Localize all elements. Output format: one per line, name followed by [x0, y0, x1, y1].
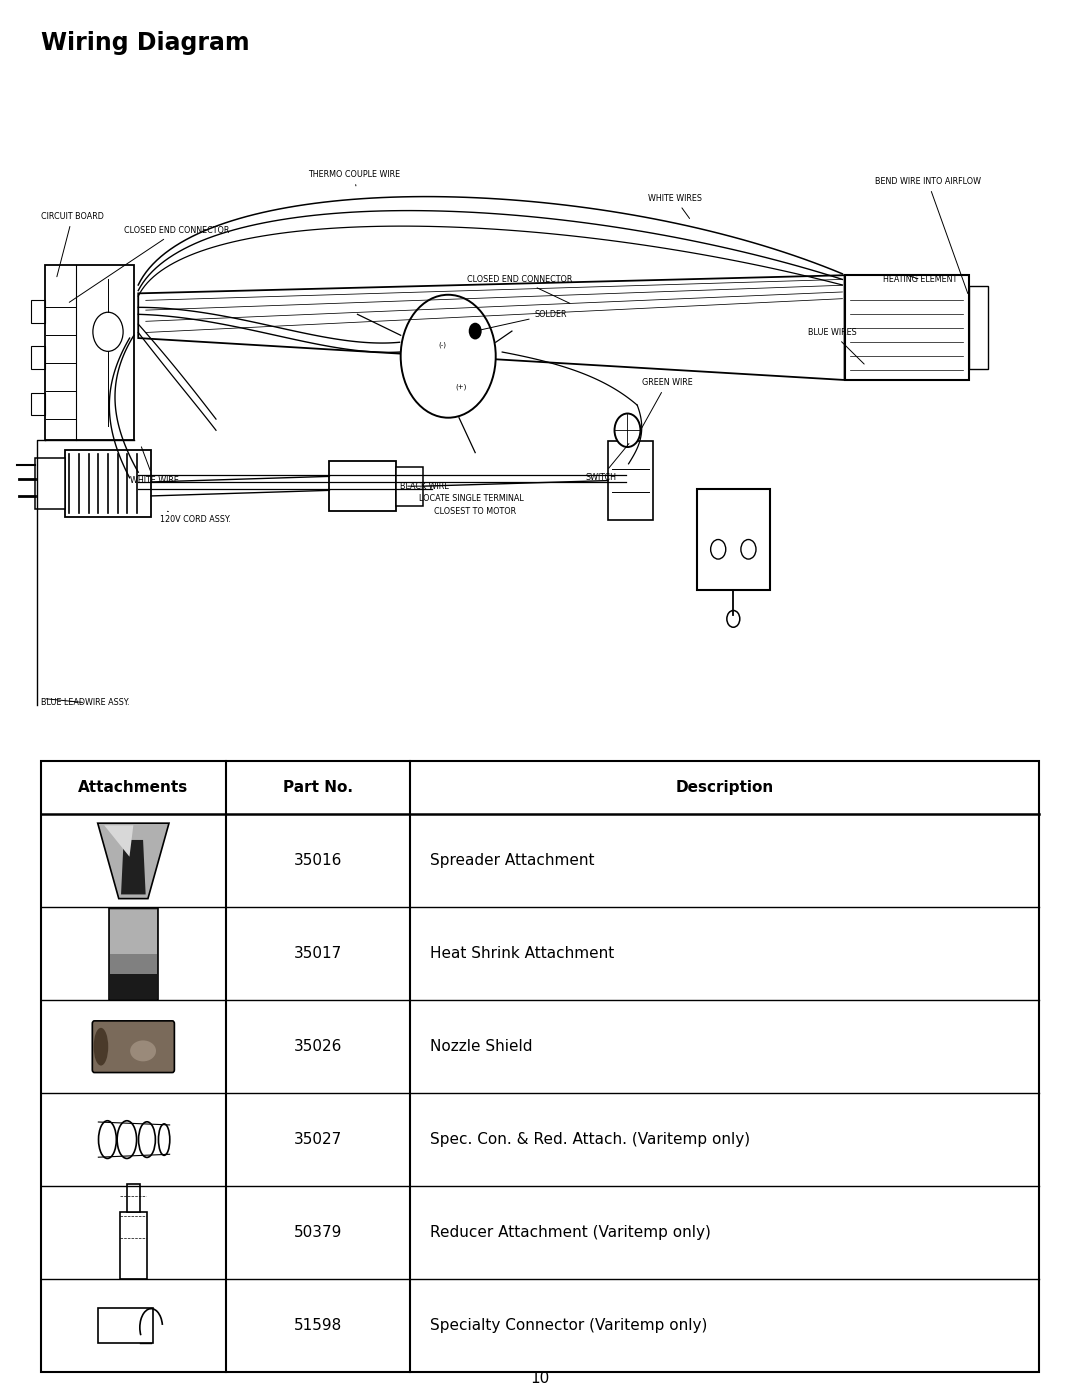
Text: 35017: 35017 — [294, 946, 342, 961]
Bar — [110, 909, 157, 954]
Text: SOLDER: SOLDER — [478, 310, 567, 331]
Ellipse shape — [159, 1123, 170, 1155]
Circle shape — [711, 539, 726, 559]
Polygon shape — [104, 826, 133, 856]
Bar — [396, 467, 423, 506]
Text: CLOSED END CONNECTOR: CLOSED END CONNECTOR — [69, 226, 230, 302]
Ellipse shape — [117, 1120, 136, 1158]
Bar — [31, 346, 45, 369]
Text: HEATING ELEMENT: HEATING ELEMENT — [883, 275, 958, 284]
Bar — [126, 1185, 139, 1211]
Text: 50379: 50379 — [294, 1225, 342, 1241]
Circle shape — [401, 295, 496, 418]
Bar — [97, 1308, 152, 1343]
Text: CLOSEST TO MOTOR: CLOSEST TO MOTOR — [434, 507, 516, 515]
Bar — [65, 450, 151, 517]
Text: BEND WIRE INTO AIRFLOW: BEND WIRE INTO AIRFLOW — [875, 177, 981, 293]
Circle shape — [727, 610, 740, 627]
Bar — [45, 265, 134, 440]
Text: 35027: 35027 — [294, 1132, 342, 1147]
Text: 35026: 35026 — [294, 1039, 342, 1055]
Polygon shape — [97, 823, 168, 898]
Bar — [110, 974, 157, 999]
Bar — [41, 761, 1039, 1372]
Text: BLUE WIRES: BLUE WIRES — [808, 328, 864, 365]
Bar — [845, 275, 969, 380]
Ellipse shape — [138, 1122, 156, 1157]
Ellipse shape — [130, 1041, 156, 1062]
Bar — [608, 441, 653, 520]
Text: Heat Shrink Attachment: Heat Shrink Attachment — [430, 946, 613, 961]
Text: Attachments: Attachments — [78, 781, 189, 795]
Text: (-): (-) — [438, 342, 447, 348]
Circle shape — [469, 323, 482, 339]
Text: Description: Description — [675, 781, 773, 795]
Text: Wiring Diagram: Wiring Diagram — [41, 31, 249, 54]
Ellipse shape — [94, 1028, 108, 1066]
Text: Reducer Attachment (Varitemp only): Reducer Attachment (Varitemp only) — [430, 1225, 711, 1241]
Text: WHITE WIRES: WHITE WIRES — [648, 194, 702, 218]
Text: THERMO COUPLE WIRE: THERMO COUPLE WIRE — [308, 170, 400, 186]
Text: Specialty Connector (Varitemp only): Specialty Connector (Varitemp only) — [430, 1317, 707, 1333]
Circle shape — [615, 414, 640, 447]
Text: 51598: 51598 — [294, 1317, 342, 1333]
Bar — [697, 489, 770, 590]
Text: Spec. Con. & Red. Attach. (Varitemp only): Spec. Con. & Red. Attach. (Varitemp only… — [430, 1132, 750, 1147]
Bar — [31, 300, 45, 323]
Ellipse shape — [98, 1120, 117, 1158]
Text: CIRCUIT BOARD: CIRCUIT BOARD — [41, 212, 104, 277]
Text: SWITCH: SWITCH — [585, 444, 629, 482]
Polygon shape — [121, 840, 146, 894]
Text: Nozzle Shield: Nozzle Shield — [430, 1039, 532, 1055]
Text: LOCATE SINGLE TERMINAL: LOCATE SINGLE TERMINAL — [419, 495, 524, 503]
FancyBboxPatch shape — [92, 1021, 174, 1073]
Text: 10: 10 — [530, 1370, 550, 1386]
Bar — [969, 286, 988, 369]
Text: 35016: 35016 — [294, 854, 342, 869]
Text: GREEN WIRE: GREEN WIRE — [642, 379, 692, 427]
Bar — [120, 1211, 147, 1278]
Bar — [35, 458, 65, 509]
Text: WHITE WIRE: WHITE WIRE — [130, 447, 178, 485]
Text: 120V CORD ASSY.: 120V CORD ASSY. — [160, 511, 230, 524]
Bar — [329, 461, 396, 511]
Text: BLUE LEADWIRE ASSY.: BLUE LEADWIRE ASSY. — [41, 698, 130, 707]
Circle shape — [741, 539, 756, 559]
Text: Part No.: Part No. — [283, 781, 353, 795]
Text: Spreader Attachment: Spreader Attachment — [430, 854, 594, 869]
Text: CLOSED END CONNECTOR: CLOSED END CONNECTOR — [467, 275, 572, 303]
Text: (+): (+) — [456, 384, 467, 390]
Bar — [31, 393, 45, 415]
Bar — [109, 908, 158, 1000]
Text: BLACK WIRE: BLACK WIRE — [400, 482, 449, 490]
